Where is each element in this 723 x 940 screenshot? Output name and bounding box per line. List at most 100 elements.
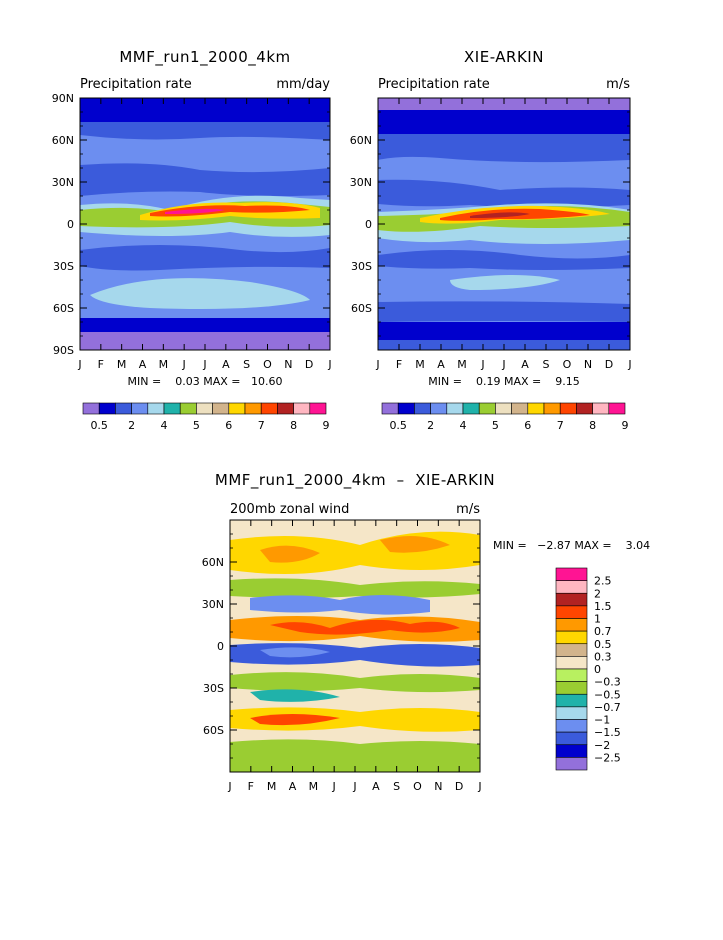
mmf-north-midlat-band [80, 122, 330, 140]
panel-xie-colorbar-swatch [593, 403, 609, 414]
panel-xie-colorbar-swatch [447, 403, 463, 414]
panel-xie-title: XIE-ARKIN [464, 48, 544, 66]
panel-xie-subtitle: Precipitation rate [378, 77, 490, 92]
panel-mmf-xtick-label: J [182, 358, 186, 371]
panel-diff-colorbar-swatch [556, 745, 587, 758]
panel-xie-colorbar-swatch [528, 403, 544, 414]
panel-mmf-ytick-label: 30S [53, 260, 74, 273]
panel-mmf-stats: MIN = 0.03 MAX = 10.60 [128, 375, 283, 388]
xie-arctic-ring [378, 110, 630, 134]
panel-diff-xtick-label: J [352, 780, 356, 793]
panel-diff-colorbar-label: 1 [594, 613, 601, 626]
panel-mmf-colorbar-swatch [245, 403, 261, 414]
panel-diff-colorbar-swatch [556, 593, 587, 606]
panel-mmf-colorbar-swatch [261, 403, 277, 414]
panel-mmf-colorbar-swatch [115, 403, 131, 414]
panel-diff-colorbar-swatch [556, 720, 587, 733]
panel-diff-colorbar-swatch [556, 669, 587, 682]
panel-mmf-ytick-label: 0 [67, 218, 74, 231]
panel-diff-field [230, 520, 480, 772]
panel-xie-colorbar-swatch [609, 403, 625, 414]
panel-diff-xtick-label: S [393, 780, 400, 793]
panel-mmf-colorbar-swatch [213, 403, 229, 414]
panel-xie-colorbar-label: 5 [492, 419, 499, 432]
panel-diff-ytick-label: 60N [202, 556, 224, 569]
panel-diff-xtick-label: D [455, 780, 463, 793]
mmf-antarctic-ring [80, 318, 330, 332]
panel-mmf-ytick-label: 30N [52, 176, 74, 189]
xie-south-storm-band [378, 301, 630, 322]
panel-diff-colorbar-label: 0.3 [594, 650, 612, 663]
panel-diff-xtick-label: F [248, 780, 254, 793]
panel-mmf-colorbar: 0.5 2 4 5 6 7 8 9 [83, 403, 330, 432]
panel-diff-colorbar-swatch [556, 732, 587, 745]
panel-mmf-xtick-label: A [222, 358, 230, 371]
panel-xie-colorbar-label: 6 [524, 419, 531, 432]
panel-xie-colorbar-swatch [382, 403, 398, 414]
panel-diff-colorbar-label: −2 [594, 739, 610, 752]
panel-mmf-colorbar-swatch [196, 403, 212, 414]
panel-mmf-colorbar-label: 5 [193, 419, 200, 432]
panel-xie-colorbar-label: 2 [427, 419, 434, 432]
panel-diff-colorbar-label: 2 [594, 587, 601, 600]
panel-diff-colorbar-swatch [556, 682, 587, 695]
panel-diff-xtick-label: M [309, 780, 319, 793]
panel-xie-colorbar: 0.5 2 4 5 6 7 8 9 [382, 403, 629, 432]
panel-xie-colorbar-label: 4 [460, 419, 467, 432]
panel-mmf-colorbar-swatch [99, 403, 115, 414]
panel-xie-xtick-label: J [480, 358, 484, 371]
panel-xie-xtick-label: M [457, 358, 467, 371]
panel-diff-xtick-label: J [227, 780, 231, 793]
panel-mmf-xtick-label: N [284, 358, 292, 371]
panel-mmf-ytick-label: 60N [52, 134, 74, 147]
panel-diff-colorbar-swatch [556, 694, 587, 707]
panel-mmf-xtick-label: J [327, 358, 331, 371]
panel-xie-xtick-label: J [375, 358, 379, 371]
panel-mmf-colorbar-label: 9 [323, 419, 330, 432]
panel-mmf-colorbar-swatch [180, 403, 196, 414]
panel-xie-colorbar-label: 7 [557, 419, 564, 432]
panel-mmf-colorbar-swatch [164, 403, 180, 414]
panel-diff-colorbar-label: −1.5 [594, 726, 621, 739]
panel-diff-colorbar-swatch [556, 631, 587, 644]
panel-xie-ytick-label: 60N [350, 134, 372, 147]
panel-xie-xtick-label: N [584, 358, 592, 371]
panel-mmf-colorbar-label: 2 [128, 419, 135, 432]
panel-mmf-xtick-label: D [305, 358, 313, 371]
panel-mmf-colorbar-label: 6 [225, 419, 232, 432]
panel-diff-colorbar-label: −1 [594, 714, 610, 727]
panel-diff-colorbar-swatch [556, 757, 587, 770]
panel-xie-units: m/s [606, 77, 630, 92]
panel-diff-colorbar-label: −0.3 [594, 676, 621, 689]
panel-xie-colorbar-label: 8 [589, 419, 596, 432]
panel-xie-colorbar-swatch [431, 403, 447, 414]
panel-xie-xtick-label: J [501, 358, 505, 371]
panel-xie-colorbar-swatch [544, 403, 560, 414]
panel-xie-xtick-label: A [521, 358, 529, 371]
panel-xie-ytick-label: 0 [365, 218, 372, 231]
panel-diff-xtick-label: O [413, 780, 422, 793]
panel-mmf-field [80, 98, 330, 350]
panel-diff-colorbar-swatch [556, 606, 587, 619]
panel-diff-colorbar-label: 1.5 [594, 600, 612, 613]
panel-diff-colorbar-label: 2.5 [594, 575, 612, 588]
panel-mmf-xtick-label: A [139, 358, 147, 371]
panel-xie-xtick-label: M [415, 358, 425, 371]
panel-mmf-xtick-label: F [98, 358, 104, 371]
panel-mmf-ytick-label: 90N [52, 92, 74, 105]
panel-xie-colorbar-label: 0.5 [389, 419, 407, 432]
panel-xie-colorbar-swatch [512, 403, 528, 414]
panel-diff-xtick-label: A [372, 780, 380, 793]
panel-diff-colorbar-label: 0.7 [594, 625, 612, 638]
panel-xie-xtick-label: O [563, 358, 572, 371]
panel-diff-units: m/s [456, 502, 480, 517]
panel-diff-colorbar-swatch [556, 568, 587, 581]
panel-xie-xtick-label: A [437, 358, 445, 371]
panel-diff-colorbar-label: −0.5 [594, 688, 621, 701]
panel-mmf-xtick-label: M [117, 358, 127, 371]
panel-diff-xtick-label: N [434, 780, 442, 793]
panel-xie-ytick-label: 60S [351, 302, 372, 315]
panel-mmf-colorbar-label: 4 [161, 419, 168, 432]
panel-diff-colorbar-swatch [556, 644, 587, 657]
panel-diff-xtick-label: A [289, 780, 297, 793]
